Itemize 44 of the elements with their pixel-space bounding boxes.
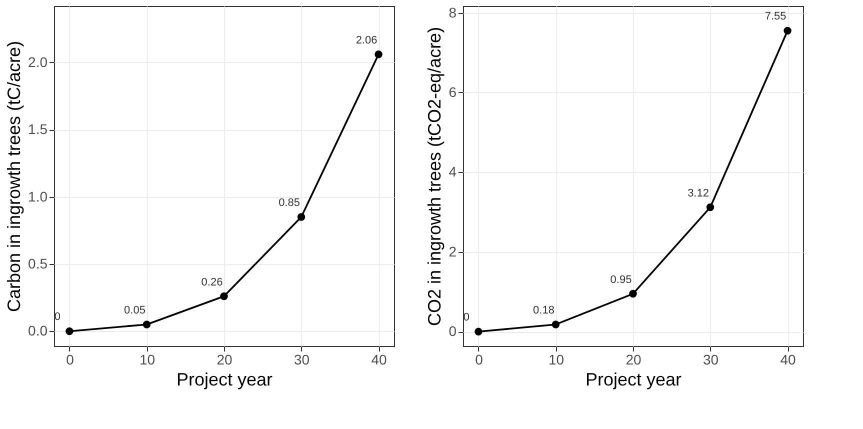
data-label: 0.05 — [124, 304, 146, 316]
point — [552, 320, 560, 328]
y-tick-label: 1.0 — [28, 188, 48, 204]
x-tick-label: 20 — [626, 352, 642, 368]
x-tick-label: 30 — [702, 352, 719, 368]
point — [706, 203, 714, 212]
data-label: 0 — [54, 311, 61, 324]
y-tick-label: 0.0 — [28, 322, 48, 339]
data-label: 3.12 — [688, 187, 709, 200]
point — [66, 327, 74, 336]
x-tick-label: 40 — [371, 352, 388, 368]
point — [784, 26, 792, 35]
y-axis-title: Carbon in ingrowth trees (tC/acre) — [4, 40, 24, 312]
data-label: 2.06 — [356, 34, 378, 46]
y-tick-label: 0 — [448, 323, 457, 340]
y-tick-label: 1.5 — [28, 121, 48, 138]
point — [142, 320, 151, 328]
y-tick-label: 4 — [448, 164, 457, 180]
data-label: 0 — [463, 312, 470, 324]
y-tick-label: 6 — [448, 84, 457, 100]
x-tick-label: 20 — [216, 352, 232, 368]
point — [220, 292, 228, 300]
x-tick-label: 10 — [139, 352, 156, 368]
y-tick-label: 0.5 — [28, 256, 48, 272]
y-tick-label: 2 — [448, 243, 457, 260]
data-label: 0.18 — [533, 304, 554, 316]
point — [297, 213, 306, 221]
point — [374, 50, 382, 58]
point — [629, 290, 637, 298]
data-label: 0.26 — [201, 276, 223, 288]
x-tick-label: 40 — [780, 352, 796, 368]
point — [474, 328, 482, 336]
x-tick-label: 10 — [548, 352, 564, 368]
y-tick-label: 2.0 — [28, 54, 48, 70]
x-axis-title: Project year — [176, 370, 273, 390]
data-label: 0.85 — [278, 196, 300, 209]
x-tick-label: 0 — [66, 352, 74, 368]
data-label: 0.95 — [610, 274, 632, 286]
x-tick-label: 0 — [475, 352, 484, 368]
data-label: 7.55 — [764, 10, 786, 23]
x-axis-title: Project year — [585, 370, 682, 390]
y-axis-title: CO2 in ingrowth trees (tCO2-eq/acre) — [424, 26, 445, 326]
y-tick-label: 8 — [448, 4, 457, 20]
x-tick-label: 30 — [294, 352, 310, 368]
